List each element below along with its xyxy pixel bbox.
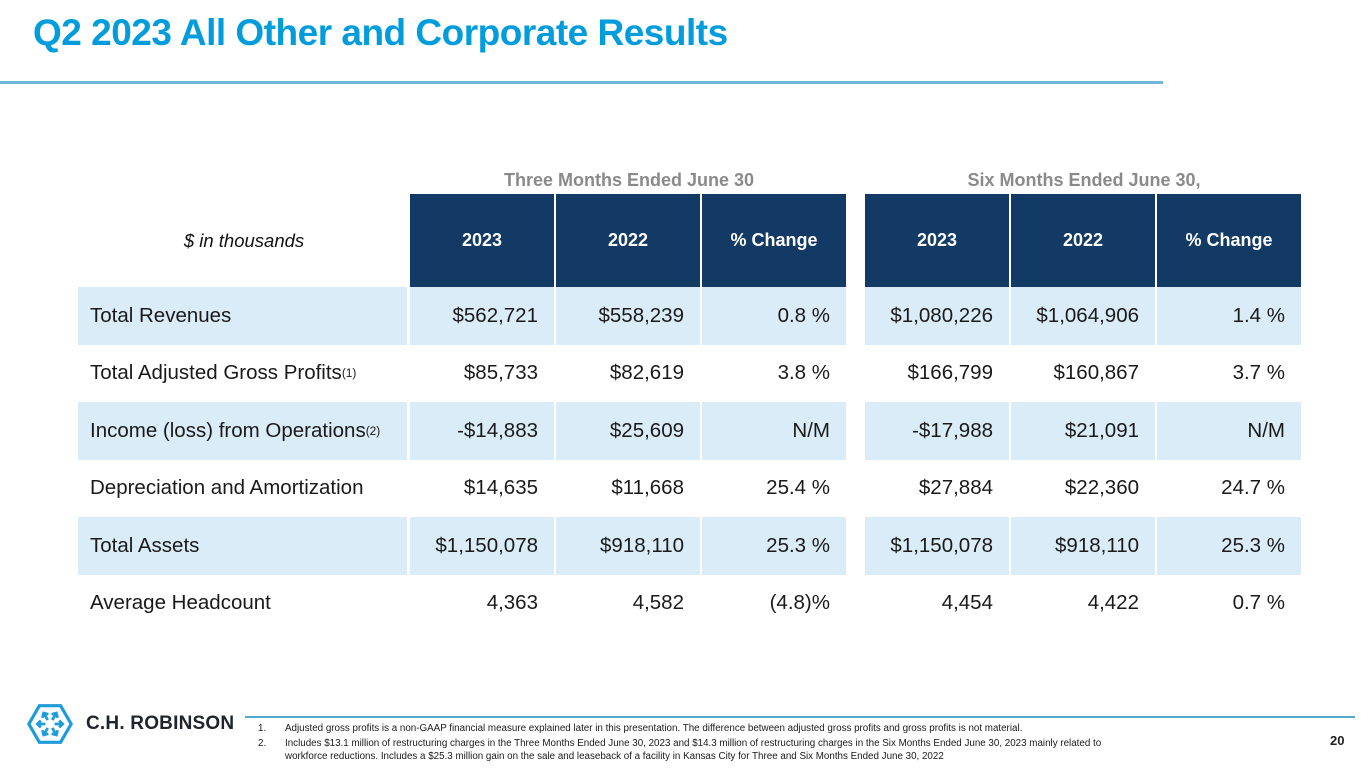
table-gap <box>848 460 865 518</box>
table-gap <box>848 166 865 194</box>
group-header-row: Three Months Ended June 30 Six Months En… <box>78 166 1303 194</box>
title-underline <box>0 81 1163 84</box>
value-sm-2023: 4,454 <box>865 574 1011 632</box>
value-sm-2023: $166,799 <box>865 344 1011 402</box>
value-tm-change: (4.8)% <box>702 574 848 632</box>
value-tm-2023: $14,635 <box>410 459 556 517</box>
value-sm-change: N/M <box>1157 402 1303 460</box>
value-sm-change: 1.4 % <box>1157 287 1303 345</box>
row-label: Total Adjusted Gross Profits (1) <box>78 344 410 402</box>
value-sm-2022: $160,867 <box>1011 344 1157 402</box>
table-row: Total Adjusted Gross Profits (1) $85,733 … <box>78 344 1303 403</box>
value-tm-2022: $82,619 <box>556 344 702 402</box>
group-header-six-months: Six Months Ended June 30, <box>967 169 1201 190</box>
table-row: Depreciation and Amortization $14,635 $1… <box>78 459 1303 518</box>
value-tm-2023: 4,363 <box>410 574 556 632</box>
value-tm-change: 25.4 % <box>702 459 848 517</box>
value-sm-2023: $27,884 <box>865 459 1011 517</box>
value-sm-2023: $1,150,078 <box>865 517 1011 575</box>
footnote-divider <box>245 716 1355 718</box>
row-label: Total Assets <box>78 517 410 575</box>
value-tm-2022: $11,668 <box>556 459 702 517</box>
group-header-three-months: Three Months Ended June 30 <box>503 169 755 190</box>
row-label: Income (loss) from Operations (2) <box>78 402 410 460</box>
table-gap <box>848 517 865 575</box>
value-tm-2023: $562,721 <box>410 287 556 345</box>
value-sm-2023: -$17,988 <box>865 402 1011 460</box>
company-name: C.H. ROBINSON <box>86 713 235 734</box>
footnotes: 1. Adjusted gross profits is a non-GAAP … <box>258 722 1138 765</box>
value-sm-2022: 4,422 <box>1011 574 1157 632</box>
value-tm-change: 25.3 % <box>702 517 848 575</box>
table-gap <box>848 194 865 287</box>
value-sm-change: 0.7 % <box>1157 574 1303 632</box>
table-body: Total Revenues $562,721 $558,239 0.8 % $… <box>78 287 1303 632</box>
col-header-sm-change: % Change <box>1157 194 1303 287</box>
value-sm-change: 24.7 % <box>1157 459 1303 517</box>
col-header-sm-2023: 2023 <box>865 194 1011 287</box>
footnote-text: Includes $13.1 million of restructuring … <box>285 738 1102 762</box>
value-sm-change: 3.7 % <box>1157 344 1303 402</box>
page-number: 20 <box>1330 733 1345 748</box>
table-gap <box>848 575 865 633</box>
row-label: Average Headcount <box>78 574 410 632</box>
footnote-number: 1. <box>258 723 267 734</box>
results-table: Three Months Ended June 30 Six Months En… <box>78 166 1303 632</box>
row-label: Depreciation and Amortization <box>78 459 410 517</box>
value-tm-2022: $25,609 <box>556 402 702 460</box>
hexagon-arrows-icon <box>27 704 73 744</box>
value-tm-2022: $918,110 <box>556 517 702 575</box>
footnote-1: 1. Adjusted gross profits is a non-GAAP … <box>258 722 1138 735</box>
value-sm-2022: $22,360 <box>1011 459 1157 517</box>
table-row: Income (loss) from Operations (2) -$14,88… <box>78 402 1303 460</box>
value-tm-2023: $85,733 <box>410 344 556 402</box>
table-row: Total Assets $1,150,078 $918,110 25.3 % … <box>78 517 1303 575</box>
value-sm-2023: $1,080,226 <box>865 287 1011 345</box>
col-header-tm-2023: 2023 <box>410 194 556 287</box>
table-gap <box>848 402 865 460</box>
page-title: Q2 2023 All Other and Corporate Results <box>33 12 728 53</box>
table-row: Average Headcount 4,363 4,582 (4.8)% 4,4… <box>78 574 1303 633</box>
value-sm-2022: $918,110 <box>1011 517 1157 575</box>
footnote-2: 2. Includes $13.1 million of restructuri… <box>258 737 1138 763</box>
value-tm-2023: -$14,883 <box>410 402 556 460</box>
col-header-sm-2022: 2022 <box>1011 194 1157 287</box>
value-tm-change: 0.8 % <box>702 287 848 345</box>
row-label: Total Revenues <box>78 287 410 345</box>
footnote-number: 2. <box>258 738 267 749</box>
table-row: Total Revenues $562,721 $558,239 0.8 % $… <box>78 287 1303 345</box>
value-sm-change: 25.3 % <box>1157 517 1303 575</box>
company-logo: C.H. ROBINSON <box>27 701 234 747</box>
col-header-tm-2022: 2022 <box>556 194 702 287</box>
column-header-row: $ in thousands 2023 2022 % Change 2023 2… <box>78 194 1303 287</box>
value-sm-2022: $1,064,906 <box>1011 287 1157 345</box>
footnote-text: Adjusted gross profits is a non-GAAP fin… <box>285 723 1023 734</box>
col-header-tm-change: % Change <box>702 194 848 287</box>
unit-label: $ in thousands <box>183 229 305 251</box>
group-header-spacer <box>78 166 410 194</box>
value-tm-change: 3.8 % <box>702 344 848 402</box>
value-sm-2022: $21,091 <box>1011 402 1157 460</box>
table-gap <box>848 287 865 345</box>
value-tm-2022: $558,239 <box>556 287 702 345</box>
value-tm-2022: 4,582 <box>556 574 702 632</box>
table-gap <box>848 345 865 403</box>
value-tm-2023: $1,150,078 <box>410 517 556 575</box>
value-tm-change: N/M <box>702 402 848 460</box>
